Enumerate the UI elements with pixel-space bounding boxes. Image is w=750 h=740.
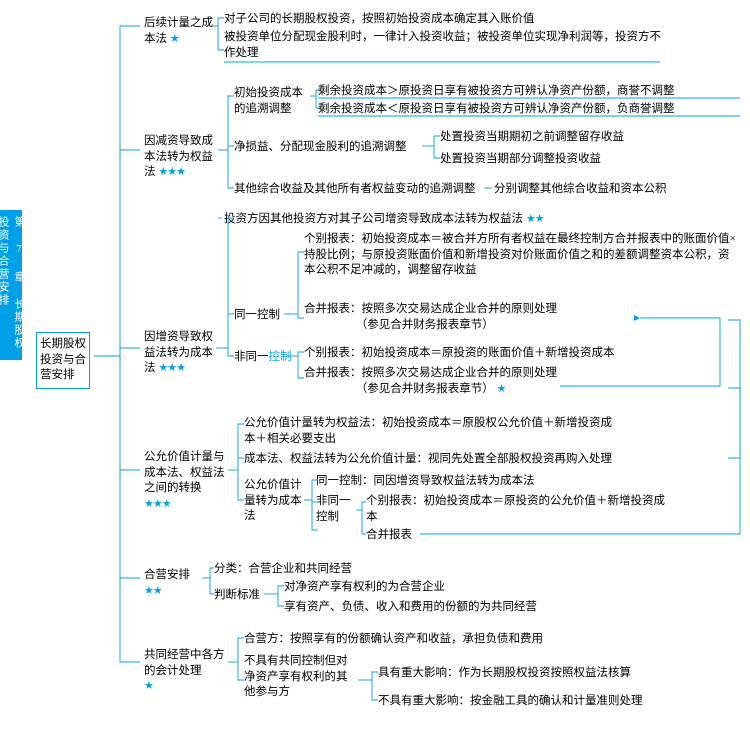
n3b2-pre: 合并报表： bbox=[304, 367, 362, 379]
node-n5a: 分类：合营企业和共同经营 bbox=[214, 562, 352, 578]
n3b1-text: 初始投资成本＝原投资的账面价值＋新增投资成本 bbox=[362, 347, 615, 359]
node-n4b: 成本法、权益法转为公允价值计量：视同先处置全部股权投资再购入处理 bbox=[244, 452, 734, 468]
node-n2a1: 剩余投资成本＞原投资日享有被投资方可辨认净资产份额，商誉不调整 bbox=[318, 84, 738, 100]
node-n3top: 投资方因其他投资方对其子公司增资导致成本法转为权益法 ★★ bbox=[224, 212, 544, 228]
n4c2a-pre: 个别报表： bbox=[366, 495, 424, 507]
stars-n1: ★ bbox=[170, 33, 179, 45]
stars-n3top: ★★ bbox=[526, 213, 544, 225]
node-n2a2: 剩余投资成本＜原投资日享有被投资方可辨认净资产份额，负商誉调整 bbox=[318, 102, 738, 118]
n3a2b: （参见合并财务报表章节） bbox=[362, 319, 494, 331]
node-n1b: 被投资单位分配现金股利时，一律计入投资收益；被投资单位实现净利润等，投资方不作处… bbox=[224, 30, 664, 61]
node-n5b: 判断标准 bbox=[214, 588, 260, 604]
node-n4c2: 非同一控制 bbox=[316, 494, 356, 525]
node-n4c1: 同一控制：同因增资导致权益法转为成本法 bbox=[316, 474, 535, 490]
stars-n3: ★★★ bbox=[158, 362, 185, 374]
node-n6b1: 具有重大影响：作为长期股权投资按照权益法核算 bbox=[378, 666, 631, 682]
node-n4: 公允价值计量与成本法、权益法之间的转换 ★★★ bbox=[144, 450, 230, 512]
n3b1-pre: 个别报表： bbox=[304, 347, 362, 359]
node-n2b2: 处置投资当期部分调整投资收益 bbox=[440, 152, 601, 168]
stars-n5: ★★ bbox=[144, 585, 162, 597]
n5-label: 合营安排 bbox=[144, 569, 190, 581]
node-n3b2: 合并报表：按照多次交易达成企业合并的原则处理 合并报表：（参见合并财务报表章节）… bbox=[304, 366, 634, 397]
node-n3: 因增资导致权益法转为成本法 ★★★ bbox=[144, 330, 220, 377]
n3a2-pre: 合并报表： bbox=[304, 303, 362, 315]
node-n1a: 对子公司的长期股权投资，按照初始投资成本确定其入账价值 bbox=[224, 12, 664, 28]
n6-label: 共同经营中各方的会计处理 bbox=[144, 649, 225, 677]
n3top-label: 投资方因其他投资方对其子公司增资导致成本法转为权益法 bbox=[224, 213, 523, 225]
node-n2c1: 分别调整其他综合收益和资本公积 bbox=[494, 182, 667, 198]
n3b2a: 按照多次交易达成企业合并的原则处理 bbox=[362, 367, 558, 379]
node-n5b1: 对净资产享有权利的为合营企业 bbox=[284, 580, 445, 596]
node-n5: 合营安排 ★★ bbox=[144, 568, 204, 599]
node-n3a: 同一控制 bbox=[234, 308, 280, 324]
node-n5b2: 享有资产、负债、收入和费用的份额的为共同经营 bbox=[284, 600, 537, 616]
n3a1-text: 初始投资成本＝被合并方所有者权益在最终控制方合并报表中的账面价值×持股比例；与原… bbox=[304, 233, 736, 276]
node-n3b1: 个别报表：初始投资成本＝原投资的账面价值＋新增投资成本 bbox=[304, 346, 615, 362]
node-n2a: 初始投资成本的追溯调整 bbox=[234, 86, 306, 117]
node-n2b1: 处置投资当期期初之前调整留存收益 bbox=[440, 130, 624, 146]
node-n3a1: 个别报表：初始投资成本＝被合并方所有者权益在最终控制方合并报表中的账面价值×持股… bbox=[304, 232, 739, 279]
root-node: 长期股权投资与合营安排 bbox=[36, 332, 90, 389]
node-n6b: 不具有共同控制但对净资产享有权利的其他参与方 bbox=[244, 654, 354, 701]
stars-n2: ★★★ bbox=[158, 166, 185, 178]
n3a2a: 按照多次交易达成企业合并的原则处理 bbox=[362, 303, 558, 315]
n4-label: 公允价值计量与成本法、权益法之间的转换 bbox=[144, 451, 225, 494]
node-n2: 因减资导致成本法转为权益法 ★★★ bbox=[144, 134, 220, 181]
n3b-kw: 控制 bbox=[269, 351, 292, 363]
node-n1: 后续计量之成本法 ★ bbox=[144, 16, 214, 47]
node-n6a: 合营方：按照享有的份额确认资产和收益，承担负债和费用 bbox=[244, 632, 543, 648]
n3b2-arrow-star: ★ bbox=[497, 383, 506, 395]
node-n4c2a: 个别报表：初始投资成本＝原投资的公允价值＋新增投资成本 bbox=[366, 494, 666, 525]
node-n6b2: 不具有重大影响：按金融工具的确认和计量准则处理 bbox=[378, 694, 643, 710]
chapter-tab: 第 7 章 长期股权投资与合营安排 bbox=[0, 210, 22, 360]
node-n3b: 非同一控制 bbox=[234, 350, 292, 366]
node-n3a2: 合并报表：按照多次交易达成企业合并的原则处理 合并报表：（参见合并财务报表章节） bbox=[304, 302, 634, 333]
stars-n6: ★ bbox=[144, 680, 153, 692]
node-n2b: 净损益、分配现金股利的追溯调整 bbox=[234, 140, 407, 156]
node-n4c2b: 合并报表 bbox=[366, 528, 412, 544]
n3b2b: （参见合并财务报表章节） bbox=[362, 383, 494, 395]
node-n4a: 公允价值计量转为权益法：初始投资成本＝原股权公允价值＋新增投资成本＋相关必要支出 bbox=[244, 416, 614, 447]
node-n2c: 其他综合收益及其他所有者权益变动的追溯调整 bbox=[234, 182, 476, 198]
stars-n4: ★★★ bbox=[144, 498, 171, 510]
node-n4c: 公允价值计量转为成本法 bbox=[244, 478, 304, 525]
node-n6: 共同经营中各方的会计处理 ★ bbox=[144, 648, 230, 695]
n3a1-pre: 个别报表： bbox=[304, 233, 362, 245]
n3b-pre: 非同一 bbox=[234, 351, 269, 363]
